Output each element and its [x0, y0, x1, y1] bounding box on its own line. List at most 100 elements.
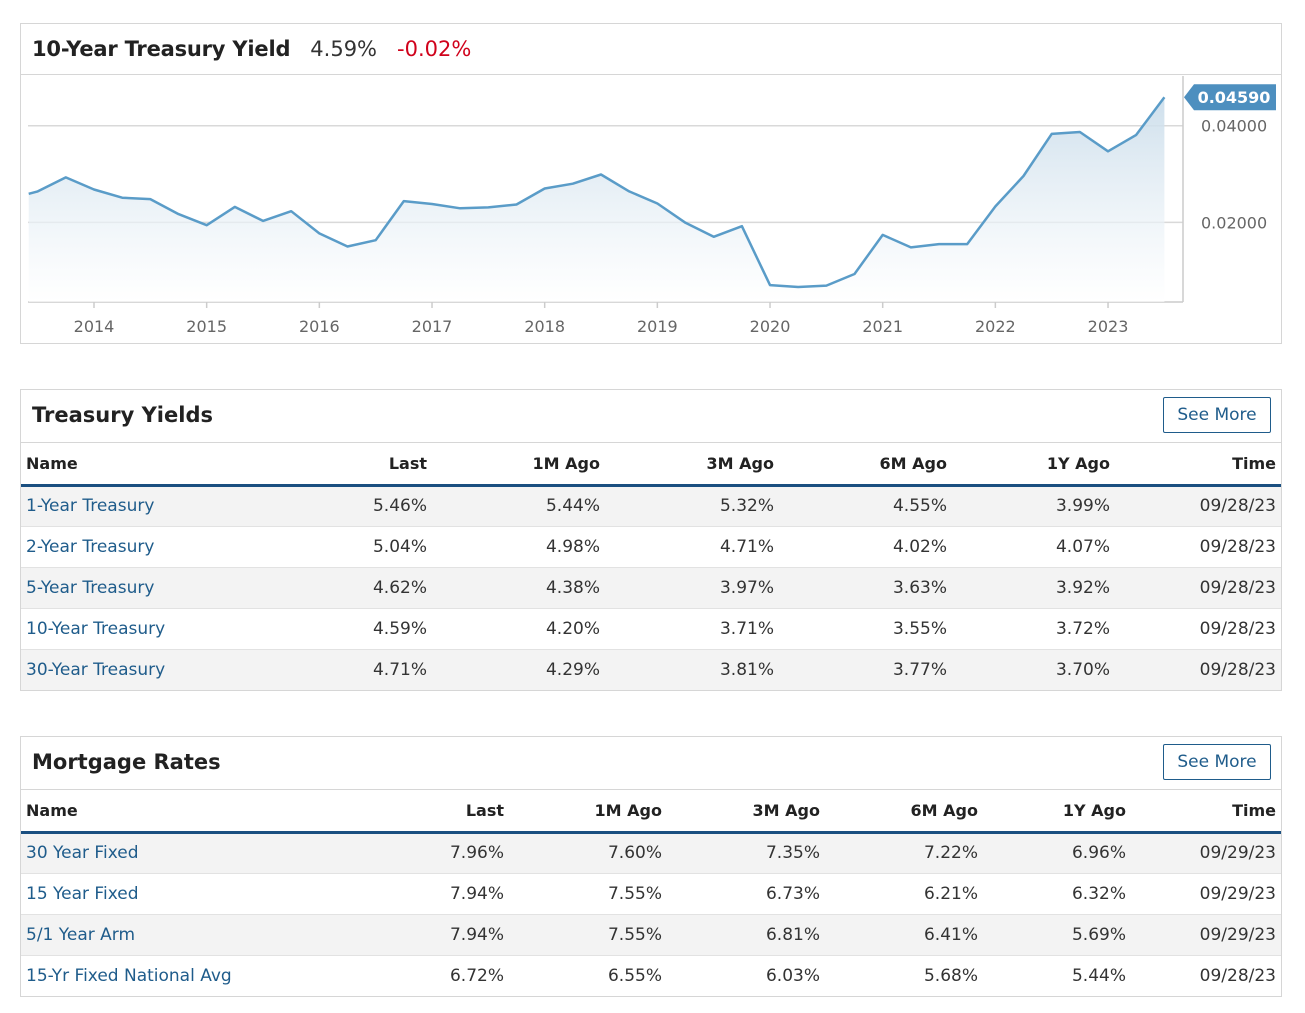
- cell-3m-ago: 6.81%: [667, 914, 825, 956]
- cell-6m-ago: 6.41%: [825, 914, 983, 956]
- chart-last-value: 4.59%: [310, 37, 378, 61]
- cell-1y-ago: 3.70%: [952, 649, 1115, 690]
- cell-1y-ago: 3.72%: [952, 608, 1115, 650]
- column-header-1y-ago[interactable]: 1Y Ago: [983, 790, 1131, 834]
- y-tick-label: 0.02000: [1201, 213, 1267, 232]
- column-header-last[interactable]: Last: [301, 443, 432, 487]
- yield-chart-panel: 10-Year Treasury Yield 4.59% -0.02% 2014…: [20, 23, 1282, 344]
- table-row: 2-Year Treasury 5.04% 4.98% 4.71% 4.02% …: [21, 526, 1281, 568]
- cell-time: 09/28/23: [1115, 608, 1281, 650]
- mortgage-see-more-button[interactable]: See More: [1163, 744, 1271, 780]
- cell-time: 09/28/23: [1131, 955, 1281, 996]
- treasury-link-2-year[interactable]: 2-Year Treasury: [26, 536, 155, 557]
- cell-6m-ago: 3.55%: [779, 608, 952, 650]
- table-row: 15-Yr Fixed National Avg 6.72% 6.55% 6.0…: [21, 955, 1281, 996]
- x-tick-label: 2018: [524, 317, 565, 336]
- cell-1y-ago: 5.69%: [983, 914, 1131, 956]
- table-header-row: Name Last 1M Ago 3M Ago 6M Ago 1Y Ago Ti…: [21, 790, 1281, 834]
- table-row: 30 Year Fixed 7.96% 7.60% 7.35% 7.22% 6.…: [21, 832, 1281, 874]
- cell-1y-ago: 6.32%: [983, 873, 1131, 915]
- cell-1m-ago: 6.55%: [509, 955, 667, 996]
- cell-3m-ago: 4.71%: [605, 526, 779, 568]
- x-tick-label: 2016: [299, 317, 340, 336]
- x-tick-label: 2019: [637, 317, 678, 336]
- mortgage-link-5-1-year-arm[interactable]: 5/1 Year Arm: [26, 924, 136, 945]
- cell-1y-ago: 5.44%: [983, 955, 1131, 996]
- column-header-time[interactable]: Time: [1115, 443, 1281, 487]
- cell-1m-ago: 7.55%: [509, 914, 667, 956]
- column-header-6m-ago[interactable]: 6M Ago: [779, 443, 952, 487]
- mortgage-rates-table: Name Last 1M Ago 3M Ago 6M Ago 1Y Ago Ti…: [21, 790, 1281, 996]
- cell-time: 09/29/23: [1131, 914, 1281, 956]
- cell-1m-ago: 4.29%: [432, 649, 605, 690]
- x-tick-label: 2023: [1088, 317, 1129, 336]
- column-header-name[interactable]: Name: [21, 443, 301, 487]
- treasury-yields-table: Name Last 1M Ago 3M Ago 6M Ago 1Y Ago Ti…: [21, 443, 1281, 690]
- mortgage-panel-header: Mortgage Rates See More: [21, 737, 1281, 790]
- cell-1m-ago: 7.55%: [509, 873, 667, 915]
- cell-1y-ago: 4.07%: [952, 526, 1115, 568]
- x-tick-label: 2014: [74, 317, 115, 336]
- treasury-link-1-year[interactable]: 1-Year Treasury: [26, 496, 155, 516]
- x-tick-label: 2015: [186, 317, 227, 336]
- mortgage-link-15-yr-fixed-national-avg[interactable]: 15-Yr Fixed National Avg: [26, 965, 232, 986]
- column-header-3m-ago[interactable]: 3M Ago: [605, 443, 779, 487]
- cell-3m-ago: 6.73%: [667, 873, 825, 915]
- column-header-1y-ago[interactable]: 1Y Ago: [952, 443, 1115, 487]
- cell-6m-ago: 4.55%: [779, 485, 952, 527]
- mortgage-panel-title: Mortgage Rates: [32, 750, 221, 774]
- current-value-label: 0.04590: [1198, 88, 1271, 107]
- yield-series-line: [28, 96, 1166, 289]
- treasury-link-10-year[interactable]: 10-Year Treasury: [26, 618, 166, 639]
- cell-last: 7.94%: [351, 914, 509, 956]
- cell-6m-ago: 3.63%: [779, 567, 952, 609]
- column-header-1m-ago[interactable]: 1M Ago: [432, 443, 605, 487]
- treasury-link-30-year[interactable]: 30-Year Treasury: [26, 659, 166, 680]
- cell-1y-ago: 6.96%: [983, 832, 1131, 874]
- treasury-yields-panel: Treasury Yields See More Name Last 1M Ag…: [20, 389, 1282, 691]
- x-tick-label: 2020: [750, 317, 791, 336]
- mortgage-rates-panel: Mortgage Rates See More Name Last 1M Ago…: [20, 736, 1282, 997]
- cell-time: 09/28/23: [1115, 485, 1281, 527]
- table-row: 10-Year Treasury 4.59% 4.20% 3.71% 3.55%…: [21, 608, 1281, 650]
- x-tick-label: 2022: [975, 317, 1016, 336]
- chart-header: 10-Year Treasury Yield 4.59% -0.02%: [21, 24, 1281, 75]
- mortgage-link-15-year-fixed[interactable]: 15 Year Fixed: [26, 883, 139, 904]
- mortgage-link-30-year-fixed[interactable]: 30 Year Fixed: [26, 843, 139, 863]
- cell-1m-ago: 5.44%: [432, 485, 605, 527]
- cell-last: 4.71%: [301, 649, 432, 690]
- cell-3m-ago: 7.35%: [667, 832, 825, 874]
- cell-6m-ago: 7.22%: [825, 832, 983, 874]
- column-header-3m-ago[interactable]: 3M Ago: [667, 790, 825, 834]
- table-row: 15 Year Fixed 7.94% 7.55% 6.73% 6.21% 6.…: [21, 873, 1281, 915]
- chart-change-value: -0.02%: [397, 37, 472, 61]
- cell-6m-ago: 6.21%: [825, 873, 983, 915]
- y-tick-label: 0.04000: [1201, 117, 1267, 136]
- column-header-1m-ago[interactable]: 1M Ago: [509, 790, 667, 834]
- cell-3m-ago: 3.81%: [605, 649, 779, 690]
- chart-title: 10-Year Treasury Yield: [32, 37, 291, 61]
- cell-last: 5.04%: [301, 526, 432, 568]
- column-header-last[interactable]: Last: [351, 790, 509, 834]
- column-header-6m-ago[interactable]: 6M Ago: [825, 790, 983, 834]
- cell-time: 09/29/23: [1131, 873, 1281, 915]
- cell-3m-ago: 3.71%: [605, 608, 779, 650]
- table-row: 5-Year Treasury 4.62% 4.38% 3.97% 3.63% …: [21, 567, 1281, 609]
- yield-chart[interactable]: 2014 2015 2016 2017 2018 2019 2020 2021 2022 2023…: [21, 76, 1281, 344]
- column-header-time[interactable]: Time: [1131, 790, 1281, 834]
- cell-1m-ago: 4.98%: [432, 526, 605, 568]
- cell-1y-ago: 3.99%: [952, 485, 1115, 527]
- cell-last: 7.94%: [351, 873, 509, 915]
- treasury-panel-header: Treasury Yields See More: [21, 390, 1281, 443]
- treasury-link-5-year[interactable]: 5-Year Treasury: [26, 577, 155, 598]
- column-header-name[interactable]: Name: [21, 790, 351, 834]
- cell-time: 09/28/23: [1115, 526, 1281, 568]
- cell-3m-ago: 3.97%: [605, 567, 779, 609]
- table-row: 30-Year Treasury 4.71% 4.29% 3.81% 3.77%…: [21, 649, 1281, 690]
- cell-time: 09/28/23: [1115, 649, 1281, 690]
- cell-1y-ago: 3.92%: [952, 567, 1115, 609]
- cell-time: 09/28/23: [1115, 567, 1281, 609]
- table-row: 1-Year Treasury 5.46% 5.44% 5.32% 4.55% …: [21, 485, 1281, 527]
- treasury-see-more-button[interactable]: See More: [1163, 397, 1271, 433]
- cell-1m-ago: 7.60%: [509, 832, 667, 874]
